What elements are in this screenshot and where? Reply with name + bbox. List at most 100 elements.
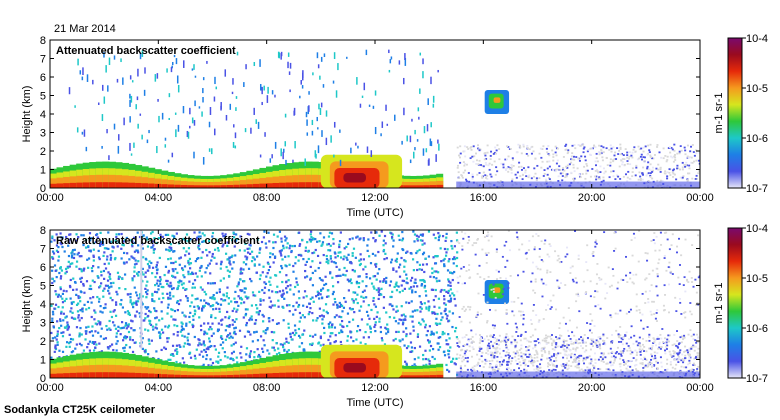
no-signal-cell bbox=[567, 360, 570, 362]
no-signal-cell bbox=[499, 277, 502, 279]
sparse-cell bbox=[225, 114, 228, 121]
noise-cell bbox=[224, 355, 227, 358]
noise-cell bbox=[124, 324, 127, 327]
no-signal-cell bbox=[541, 354, 544, 356]
noise-cell bbox=[147, 353, 150, 356]
noise-cell bbox=[226, 286, 229, 289]
no-signal-cell bbox=[560, 261, 563, 263]
noise-cell bbox=[440, 260, 443, 263]
noise-cell bbox=[428, 340, 431, 344]
no-signal-cell bbox=[504, 342, 507, 345]
bl-cell bbox=[259, 177, 267, 188]
no-signal-cell bbox=[643, 356, 646, 359]
noise-cell bbox=[447, 280, 451, 283]
no-signal-cell bbox=[586, 366, 589, 369]
noise-cell bbox=[148, 265, 151, 268]
no-signal-cell bbox=[527, 356, 530, 358]
noise-cell bbox=[338, 331, 341, 335]
noise-cell bbox=[189, 262, 193, 265]
no-signal-cell bbox=[578, 159, 581, 162]
noise-cell bbox=[127, 323, 130, 326]
noise-cell bbox=[108, 275, 111, 278]
noise-cell bbox=[77, 316, 80, 319]
noise-cell bbox=[87, 257, 91, 260]
noise-cell bbox=[197, 244, 200, 247]
no-signal-cell bbox=[480, 164, 483, 166]
no-signal-cell bbox=[468, 350, 471, 352]
noise-cell bbox=[61, 292, 65, 295]
no-signal-cell bbox=[460, 357, 463, 360]
noise-cell bbox=[97, 256, 101, 259]
noise-cell bbox=[106, 279, 110, 282]
noise-cell bbox=[258, 263, 261, 266]
noise-cell bbox=[445, 317, 449, 320]
noise-cell bbox=[67, 325, 71, 328]
noise-cell bbox=[66, 323, 69, 326]
noise-cell bbox=[201, 305, 205, 308]
no-signal-cell bbox=[516, 327, 519, 330]
noise-cell bbox=[452, 294, 456, 297]
bl-cell bbox=[95, 182, 103, 188]
noise-cell bbox=[309, 278, 312, 281]
noise-cell bbox=[207, 346, 210, 349]
no-signal-cell bbox=[516, 171, 519, 174]
noise-cell bbox=[411, 258, 415, 261]
noise-cell bbox=[240, 267, 243, 270]
no-signal-cell bbox=[629, 349, 632, 352]
bl-cell bbox=[82, 372, 90, 378]
noise-cell bbox=[454, 304, 457, 307]
noise-cell bbox=[96, 236, 99, 239]
noise-cell bbox=[146, 262, 150, 266]
no-signal-cell bbox=[617, 281, 620, 284]
noise-cell bbox=[278, 271, 282, 274]
sparse-cell bbox=[106, 129, 108, 134]
noise-cell bbox=[54, 290, 57, 293]
x-tick-label: 20:00 bbox=[578, 192, 606, 204]
no-signal-cell bbox=[684, 357, 687, 360]
noise-cell bbox=[238, 329, 242, 332]
no-signal-cell bbox=[559, 169, 562, 171]
no-signal-cell bbox=[619, 326, 622, 328]
noise-cell bbox=[82, 349, 86, 352]
sparse-cell bbox=[183, 60, 185, 68]
no-signal-cell bbox=[507, 230, 510, 232]
no-signal-cell bbox=[572, 347, 575, 349]
noise-cell bbox=[422, 353, 425, 357]
noise-cell bbox=[219, 336, 223, 339]
feature-cloud bbox=[484, 279, 510, 304]
no-signal-cell bbox=[469, 146, 472, 149]
no-signal-cell bbox=[549, 308, 552, 310]
bl-cell bbox=[50, 183, 58, 188]
noise-cell bbox=[400, 305, 403, 308]
noise-cell bbox=[372, 236, 375, 240]
noise-cell bbox=[181, 311, 184, 314]
no-signal-cell bbox=[583, 165, 586, 168]
noise-cell bbox=[390, 258, 394, 261]
noise-cell bbox=[382, 248, 386, 252]
noise-cell bbox=[256, 355, 260, 358]
noise-cell bbox=[253, 322, 256, 325]
no-signal-cell bbox=[548, 178, 551, 181]
no-signal-cell bbox=[650, 240, 653, 242]
noise-cell bbox=[430, 288, 434, 291]
no-signal-cell bbox=[626, 154, 629, 157]
noise-cell bbox=[197, 235, 200, 238]
noise-cell bbox=[451, 272, 454, 275]
noise-cell bbox=[401, 279, 404, 282]
noise-cell bbox=[167, 324, 171, 327]
no-signal-cell bbox=[532, 150, 535, 153]
no-signal-cell bbox=[461, 248, 464, 251]
no-signal-cell bbox=[507, 360, 510, 363]
noise-cell bbox=[66, 328, 69, 331]
no-signal-cell bbox=[644, 358, 647, 361]
noise-cell bbox=[414, 278, 417, 281]
sparse-cell bbox=[333, 121, 336, 128]
noise-cell bbox=[100, 242, 103, 246]
noise-cell bbox=[218, 288, 221, 291]
no-signal-cell bbox=[547, 177, 550, 179]
noise-cell bbox=[66, 321, 69, 324]
no-signal-cell bbox=[631, 281, 634, 284]
no-signal-cell bbox=[563, 365, 566, 368]
no-signal-cell bbox=[471, 173, 474, 176]
noise-cell bbox=[103, 277, 106, 280]
